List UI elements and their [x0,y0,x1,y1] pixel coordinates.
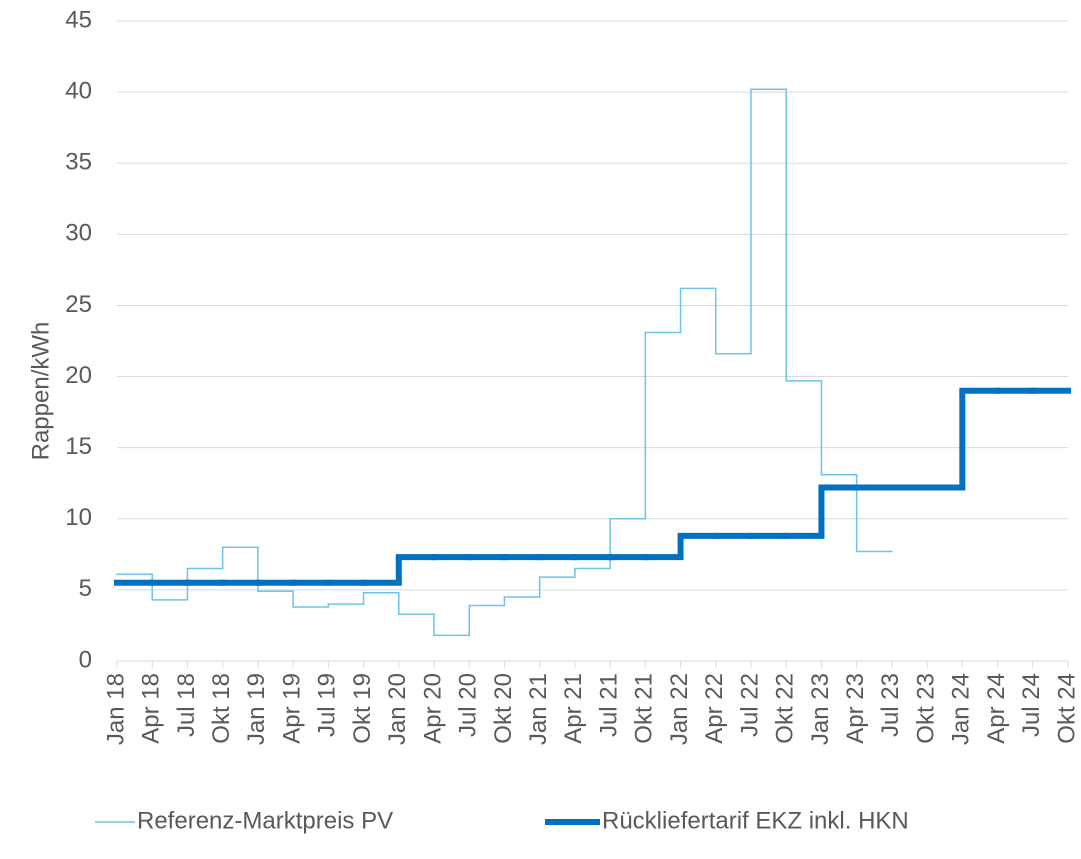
x-tick-label: Apr 18 [138,673,165,744]
y-tick-label: 40 [65,77,92,104]
x-tick-label: Okt 24 [1053,673,1080,744]
x-tick-label: Apr 20 [419,673,446,744]
x-tick-label: Apr 22 [701,673,728,744]
x-tick-label: Jul 18 [173,673,200,737]
x-tick-label: Jan 21 [525,673,552,745]
y-axis-title: Rappen/kWh [27,322,54,461]
x-tick-label: Okt 19 [349,673,376,744]
x-tick-label: Apr 23 [842,673,869,744]
x-tick-label: Jan 22 [666,673,693,745]
legend-label: Referenz-Marktpreis PV [137,807,393,834]
x-tick-label: Jan 20 [384,673,411,745]
y-tick-label: 15 [65,433,92,460]
y-tick-label: 5 [79,575,92,602]
x-tick-label: Okt 23 [912,673,939,744]
y-tick-label: 10 [65,504,92,531]
x-tick-label: Okt 22 [772,673,799,744]
x-tick-label: Okt 18 [208,673,235,744]
y-tick-label: 20 [65,362,92,389]
x-tick-label: Apr 24 [983,673,1010,744]
y-tick-label: 35 [65,149,92,176]
x-tick-label: Okt 20 [490,673,517,744]
legend-label: Rückliefertarif EKZ inkl. HKN [602,807,909,834]
x-tick-label: Jul 20 [455,673,482,737]
x-tick-label: Jul 21 [595,673,622,737]
y-tick-label: 0 [79,646,92,673]
x-tick-label: Jul 19 [314,673,341,737]
x-tick-label: Jan 23 [807,673,834,745]
y-tick-label: 30 [65,220,92,247]
x-tick-label: Jan 24 [948,673,975,745]
x-tick-label: Jul 22 [736,673,763,737]
y-tick-label: 25 [65,291,92,318]
x-tick-label: Jul 24 [1018,673,1045,737]
x-tick-label: Jan 19 [243,673,270,745]
x-tick-label: Apr 19 [278,673,305,744]
x-tick-label: Okt 21 [631,673,658,744]
x-tick-label: Jan 18 [102,673,129,745]
y-tick-label: 45 [65,6,92,33]
x-tick-label: Jul 23 [877,673,904,737]
x-tick-label: Apr 21 [560,673,587,744]
